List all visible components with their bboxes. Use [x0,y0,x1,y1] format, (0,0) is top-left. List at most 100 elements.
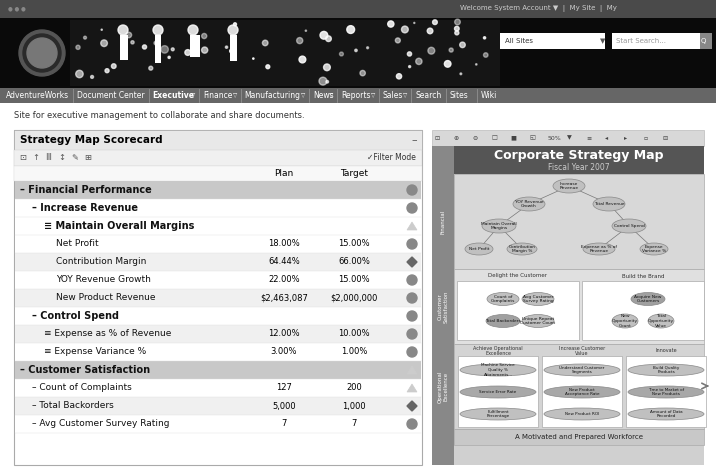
Text: Machine Service
Quality %
Attainments...: Machine Service Quality % Attainments... [481,363,515,376]
Text: ▽: ▽ [301,93,305,98]
Text: Manufacturing: Manufacturing [244,91,301,100]
Bar [15,217,421,235]
Bar [0,88,716,103]
Bar [582,281,704,340]
Text: ≡ Expense Variance %: ≡ Expense Variance % [44,347,146,357]
Bar [120,35,128,60]
Circle shape [19,30,65,76]
Text: Sales: Sales [382,91,403,100]
Text: YOY Revenue
Growth: YOY Revenue Growth [515,200,543,208]
Text: ⊟: ⊟ [662,135,667,141]
Text: 50%: 50% [548,135,562,141]
Text: ✎: ✎ [71,154,78,163]
Text: Build the Brand: Build the Brand [621,274,664,279]
Circle shape [347,26,354,33]
Text: ▽: ▽ [191,93,195,98]
Text: ▽: ▽ [403,93,407,98]
Circle shape [326,36,332,41]
Bar [15,361,421,379]
Text: Contribution Margin: Contribution Margin [56,258,146,266]
Text: ≡ Expense as % of Revenue: ≡ Expense as % of Revenue [44,329,171,338]
Circle shape [449,48,453,52]
Circle shape [432,20,437,24]
Circle shape [407,419,417,429]
Ellipse shape [522,292,554,306]
Text: Achieve Operational
Excellence: Achieve Operational Excellence [473,345,523,356]
Text: News: News [313,91,334,100]
Polygon shape [407,366,417,374]
Text: 10.00%: 10.00% [338,329,369,338]
Bar [0,0,716,18]
Circle shape [326,80,329,83]
Text: 66.00%: 66.00% [338,258,370,266]
Text: Contribution
Margin %: Contribution Margin % [508,245,536,253]
Circle shape [202,33,207,39]
Circle shape [171,48,174,51]
Circle shape [407,239,417,249]
Bar [190,35,200,57]
Bar [612,33,700,49]
Text: ▼: ▼ [567,135,572,141]
Text: 7: 7 [281,420,286,429]
Text: $2,463,087: $2,463,087 [260,293,308,303]
Text: New Product
Acceptance Rate: New Product Acceptance Rate [565,388,599,396]
Circle shape [319,77,327,85]
Circle shape [168,56,170,58]
Circle shape [455,26,459,31]
Text: Amount of Data
Recorded: Amount of Data Recorded [649,410,682,418]
Circle shape [262,40,268,46]
Bar [15,235,421,253]
Bar [454,269,704,344]
Text: ◱: ◱ [529,135,535,141]
Ellipse shape [593,197,625,211]
Bar [542,356,622,427]
Text: ✓Filter Mode: ✓Filter Mode [367,154,416,163]
Circle shape [154,41,158,45]
Text: – Financial Performance: – Financial Performance [20,185,152,195]
Bar [15,199,421,217]
Circle shape [339,52,344,56]
Text: ▫: ▫ [643,135,647,141]
Circle shape [324,64,330,70]
Text: – Customer Satisfaction: – Customer Satisfaction [20,365,150,375]
Text: Service Error Rate: Service Error Rate [480,390,517,394]
Ellipse shape [544,386,620,398]
Ellipse shape [465,243,493,255]
Text: 1,000: 1,000 [342,401,366,410]
Ellipse shape [460,386,536,398]
Bar [700,33,712,49]
Text: 15.00%: 15.00% [338,240,369,249]
Ellipse shape [460,408,536,420]
Text: Welcome System Account ▼  |  My Site  |  My: Welcome System Account ▼ | My Site | My [460,6,617,13]
Circle shape [76,45,80,49]
Text: ⊖: ⊖ [472,135,478,141]
Circle shape [185,50,190,55]
Text: New Product ROI: New Product ROI [565,412,599,416]
Bar [70,20,500,86]
Bar [15,379,421,397]
Text: 7: 7 [352,420,357,429]
Circle shape [112,64,116,69]
Circle shape [233,23,236,26]
Text: Delight the Customer: Delight the Customer [488,274,548,279]
Ellipse shape [507,243,537,255]
Bar [500,33,605,49]
Bar [14,150,422,166]
Bar [14,130,422,150]
Ellipse shape [583,243,615,255]
Ellipse shape [612,219,646,233]
Text: Finance: Finance [203,91,233,100]
Ellipse shape [628,364,704,376]
Text: ⊕: ⊕ [453,135,458,141]
Bar [15,289,421,307]
Polygon shape [407,222,417,230]
Bar [432,146,704,465]
Text: Net Profit: Net Profit [469,247,489,251]
Circle shape [23,34,61,72]
Bar [15,307,421,325]
Circle shape [188,25,198,35]
Text: Avg Customer
Survey Rating: Avg Customer Survey Rating [523,295,553,303]
Text: A Motivated and Prepared Workforce: A Motivated and Prepared Workforce [515,434,643,440]
Bar [432,130,704,146]
Circle shape [230,49,233,53]
